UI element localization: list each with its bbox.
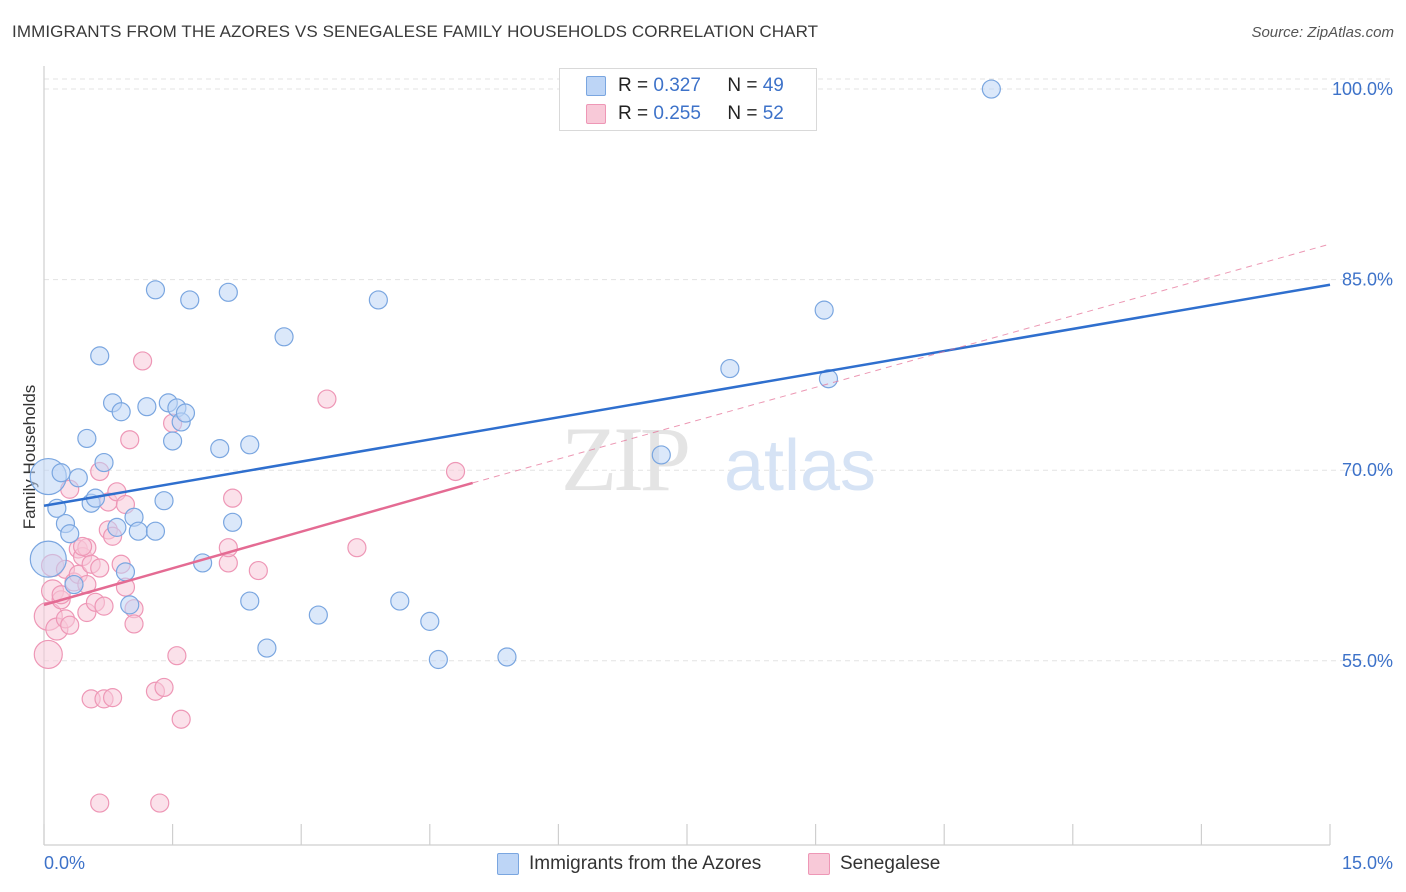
- series-swatch-azores: [497, 853, 519, 875]
- data-point: [223, 488, 243, 508]
- legend-n-value-senegalese: 52: [762, 103, 784, 124]
- data-point: [218, 282, 238, 302]
- data-point: [115, 562, 136, 582]
- data-point: [428, 649, 448, 670]
- data-point: [317, 389, 337, 409]
- data-point: [29, 540, 67, 578]
- data-point: [180, 290, 200, 310]
- data-point: [240, 591, 260, 611]
- legend-r-value-senegalese: 0.255: [653, 103, 701, 124]
- legend-swatch-senegalese: [586, 104, 606, 124]
- data-point: [175, 403, 196, 423]
- data-point: [120, 595, 140, 615]
- data-point: [167, 646, 187, 666]
- data-point: [90, 558, 110, 578]
- data-point: [94, 452, 114, 473]
- data-point: [90, 346, 110, 366]
- legend-n-value-azores: 49: [762, 75, 784, 96]
- data-point: [210, 439, 230, 459]
- gridlines: [44, 78, 1394, 662]
- legend-r-label: R =: [618, 75, 649, 96]
- y-tick-labels: 55.0% 70.0% 85.0% 100.0%: [1332, 79, 1393, 671]
- data-point: [90, 793, 110, 813]
- data-point: [137, 397, 157, 417]
- axes: [43, 66, 1331, 846]
- data-point: [347, 538, 367, 558]
- data-point: [248, 560, 268, 581]
- watermark-zip: ZIP: [561, 408, 688, 510]
- data-point: [390, 591, 410, 611]
- data-point: [257, 638, 277, 658]
- legend-swatch-azores: [586, 76, 606, 96]
- senegalese-points: [33, 351, 466, 813]
- legend-n-label: N =: [727, 75, 758, 96]
- watermark-atlas: atlas: [724, 426, 876, 506]
- data-point: [274, 327, 294, 347]
- x-tick-label-max: 15.0%: [1342, 853, 1393, 873]
- data-point: [77, 428, 97, 449]
- senegalese-trend-extension: [472, 243, 1331, 484]
- series-swatch-senegalese: [808, 853, 830, 875]
- legend-r-value-azores: 0.327: [653, 75, 701, 96]
- data-point: [193, 553, 213, 573]
- data-point: [240, 435, 260, 455]
- y-tick-label: 55.0%: [1342, 651, 1393, 671]
- series-label-senegalese: Senegalese: [840, 853, 941, 874]
- data-point: [33, 639, 63, 670]
- data-point: [420, 611, 440, 631]
- data-point: [223, 512, 243, 532]
- data-point: [102, 688, 123, 708]
- data-point: [132, 351, 153, 371]
- senegalese-trend-line: [43, 481, 474, 607]
- trend-lines: [43, 243, 1331, 607]
- data-point: [814, 300, 834, 320]
- y-tick-label: 100.0%: [1332, 79, 1393, 99]
- chart-title: IMMIGRANTS FROM THE AZORES VS SENEGALESE…: [12, 22, 819, 41]
- data-point: [154, 491, 174, 511]
- data-point: [445, 461, 466, 482]
- data-point: [72, 536, 93, 557]
- data-point: [51, 463, 71, 483]
- legend-r-label: R =: [618, 103, 649, 124]
- data-point: [163, 431, 183, 451]
- azores-trend-line: [43, 283, 1331, 508]
- source-credit: Source: ZipAtlas.com: [1251, 24, 1394, 41]
- legend-n-label: N =: [727, 103, 758, 124]
- data-point: [94, 596, 114, 616]
- data-point: [368, 290, 388, 310]
- data-point: [128, 521, 148, 541]
- data-point: [120, 430, 140, 450]
- data-point: [154, 677, 174, 698]
- y-tick-label: 70.0%: [1342, 460, 1393, 480]
- data-point: [981, 79, 1001, 99]
- data-point: [497, 647, 517, 667]
- data-point: [111, 402, 131, 422]
- series-label-azores: Immigrants from the Azores: [529, 853, 762, 874]
- data-point: [150, 793, 170, 813]
- azores-points: [29, 79, 1001, 670]
- data-point: [145, 280, 166, 300]
- data-point: [60, 615, 80, 635]
- x-tick-label-min: 0.0%: [44, 853, 85, 873]
- data-point: [308, 605, 328, 625]
- data-point: [68, 468, 88, 488]
- data-point: [64, 574, 84, 595]
- data-point: [720, 358, 740, 379]
- data-point: [651, 445, 671, 465]
- data-point: [171, 709, 191, 729]
- data-point: [107, 517, 127, 537]
- data-point: [60, 524, 80, 544]
- y-tick-label: 85.0%: [1342, 270, 1393, 290]
- data-point: [145, 521, 166, 541]
- correlation-legend: R = 0.327 N = 49 R = 0.255 N = 52: [559, 68, 817, 131]
- data-point: [124, 614, 144, 634]
